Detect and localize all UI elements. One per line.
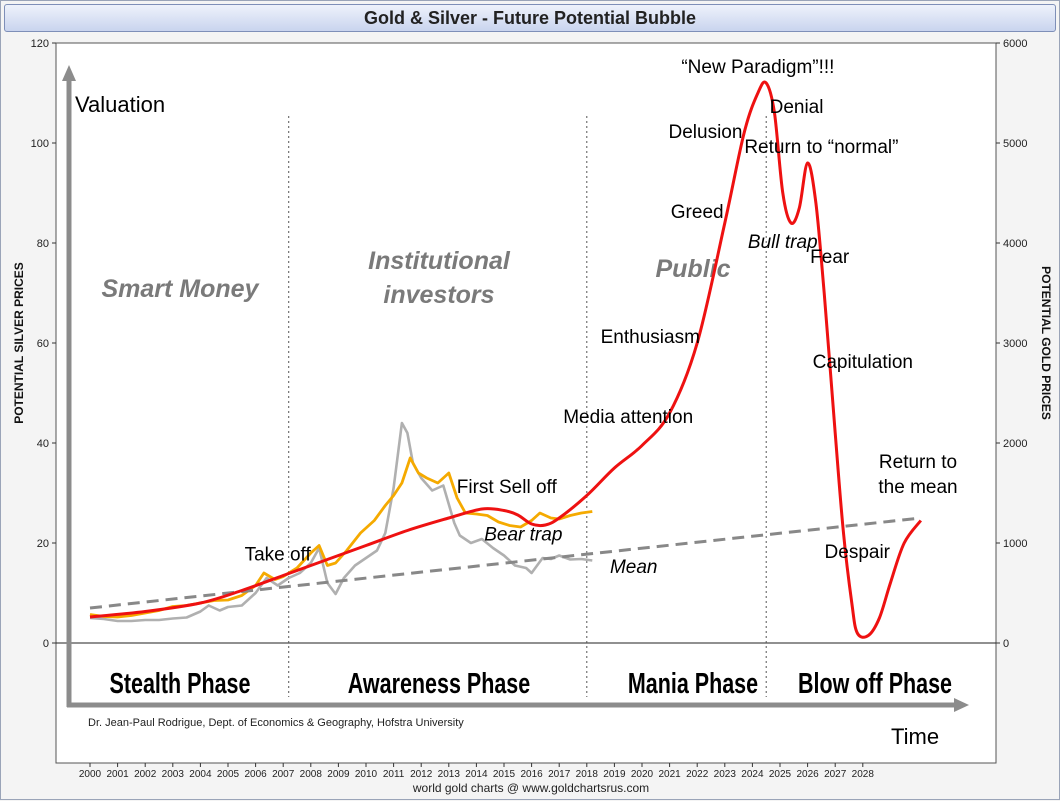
x-tick-label: 2009 — [327, 769, 350, 780]
x-tick-label: 2022 — [686, 769, 709, 780]
right-tick-label: 4000 — [1003, 238, 1027, 250]
x-tick-label: 2028 — [852, 769, 875, 780]
annotation-label: the mean — [878, 477, 957, 498]
x-tick-label: 2005 — [217, 769, 240, 780]
phase-label: Awareness Phase — [348, 668, 530, 700]
annotation-label: Denial — [770, 97, 824, 118]
x-tick-label: 2018 — [576, 769, 599, 780]
annotation-label: Mean — [610, 557, 658, 578]
left-tick-label: 40 — [37, 438, 49, 450]
x-tick-label: 2010 — [355, 769, 378, 780]
phase-label: Blow off Phase — [798, 668, 952, 700]
annotation-label: Media attention — [563, 407, 693, 428]
chart-title: Gold & Silver - Future Potential Bubble — [4, 4, 1056, 32]
right-tick-label: 2000 — [1003, 438, 1027, 450]
x-tick-label: 2017 — [548, 769, 571, 780]
mean-trend-line — [89, 516, 921, 610]
x-tick-label: 2004 — [189, 769, 212, 780]
phase-label: Stealth Phase — [110, 668, 251, 700]
bubble-curve — [89, 80, 923, 639]
time-label: Time — [891, 724, 939, 749]
annotation-label: Greed — [671, 202, 724, 223]
annotation-label: Return to “normal” — [744, 137, 898, 158]
x-tick-label: 2003 — [162, 769, 185, 780]
phase-actor-label: Public — [655, 255, 730, 283]
credit-label: Dr. Jean-Paul Rodrigue, Dept. of Economi… — [88, 717, 464, 729]
x-tick-label: 2001 — [106, 769, 129, 780]
left-axis-title: POTENTIAL SILVER PRICES — [12, 262, 26, 424]
right-tick-label: 3000 — [1003, 338, 1027, 350]
x-tick-label: 2013 — [438, 769, 461, 780]
right-tick-label: 1000 — [1003, 538, 1027, 550]
annotation-label: Fear — [810, 247, 850, 268]
annotation-label: Bull trap — [748, 232, 818, 253]
x-tick-label: 2026 — [796, 769, 819, 780]
x-tick-label: 2016 — [520, 769, 543, 780]
x-tick-label: 2027 — [824, 769, 847, 780]
annotation-label: Take off — [245, 545, 312, 566]
x-tick-label: 2015 — [493, 769, 516, 780]
x-tick-label: 2025 — [769, 769, 792, 780]
left-tick-label: 0 — [43, 638, 49, 650]
x-tick-label: 2002 — [134, 769, 157, 780]
right-axis-title: POTENTIAL GOLD PRICES — [1039, 266, 1053, 420]
left-tick-label: 100 — [31, 138, 49, 150]
left-tick-label: 80 — [37, 238, 49, 250]
x-tick-label: 2020 — [631, 769, 654, 780]
annotation-label: Capitulation — [813, 352, 913, 373]
x-tick-label: 2023 — [714, 769, 737, 780]
source-footer: world gold charts @ www.goldchartsrus.co… — [412, 781, 650, 795]
x-tick-label: 2008 — [300, 769, 323, 780]
x-tick-label: 2011 — [383, 769, 405, 780]
x-tick-label: 2021 — [658, 769, 681, 780]
x-tick-label: 2006 — [244, 769, 267, 780]
left-tick-label: 20 — [37, 538, 49, 550]
annotation-label: First Sell off — [457, 477, 558, 498]
annotation-label: Return to — [879, 452, 957, 473]
phase-actor-label: Institutional investors — [368, 247, 511, 309]
x-tick-label: 2007 — [272, 769, 295, 780]
valuation-label: Valuation — [75, 92, 165, 117]
x-tick-label: 2012 — [410, 769, 433, 780]
x-tick-label: 2019 — [603, 769, 626, 780]
left-tick-label: 60 — [37, 338, 49, 350]
annotation-label: Bear trap — [484, 525, 562, 546]
x-tick-label: 2014 — [465, 769, 488, 780]
right-tick-label: 6000 — [1003, 38, 1027, 50]
phase-actor-label: Smart Money — [102, 275, 260, 303]
valuation-arrow-head — [62, 65, 76, 81]
annotation-label: Delusion — [669, 122, 743, 143]
phase-label: Mania Phase — [628, 668, 758, 700]
annotation-label: “New Paradigm”!!! — [681, 57, 834, 78]
silver-price-line — [89, 421, 593, 623]
x-tick-label: 2000 — [79, 769, 102, 780]
right-tick-label: 0 — [1003, 638, 1009, 650]
annotation-label: Enthusiasm — [601, 327, 700, 348]
right-tick-label: 5000 — [1003, 138, 1027, 150]
x-tick-label: 2024 — [741, 769, 764, 780]
annotation-label: Despair — [825, 542, 891, 563]
time-arrow-head — [954, 698, 969, 712]
left-tick-label: 120 — [31, 38, 49, 50]
